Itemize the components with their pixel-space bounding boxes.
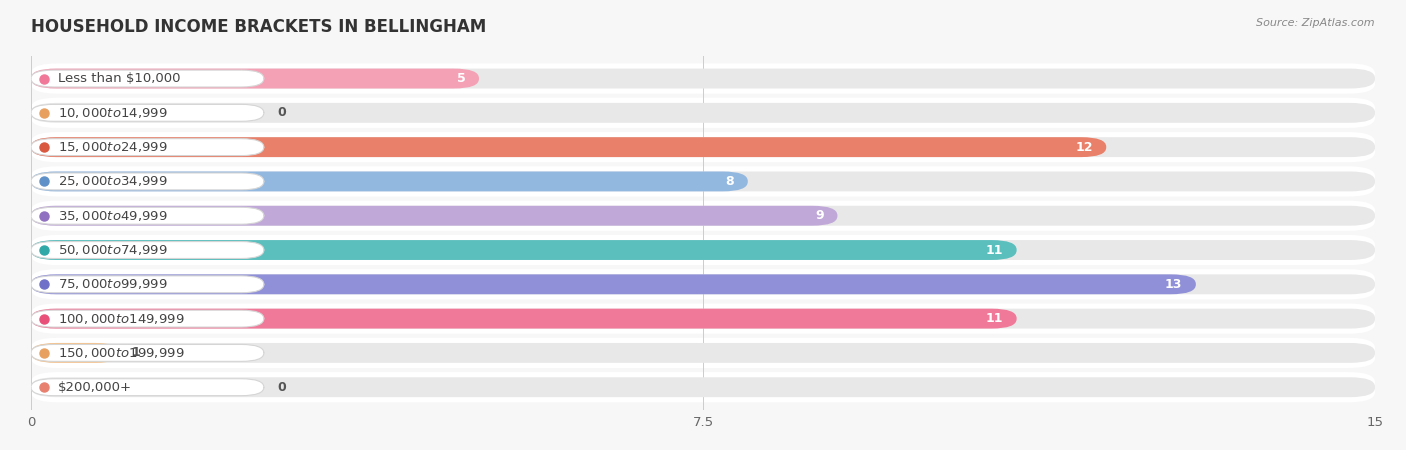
FancyBboxPatch shape [31,240,1375,260]
FancyBboxPatch shape [31,274,1197,294]
Text: $15,000 to $24,999: $15,000 to $24,999 [58,140,167,154]
Text: 5: 5 [457,72,465,85]
Text: Source: ZipAtlas.com: Source: ZipAtlas.com [1257,18,1375,28]
FancyBboxPatch shape [31,70,264,87]
FancyBboxPatch shape [31,171,748,191]
FancyBboxPatch shape [31,338,1375,368]
Text: $25,000 to $34,999: $25,000 to $34,999 [58,175,167,189]
Text: 12: 12 [1076,141,1092,153]
FancyBboxPatch shape [31,310,264,327]
FancyBboxPatch shape [31,137,1107,157]
Text: 13: 13 [1166,278,1182,291]
FancyBboxPatch shape [31,304,1375,334]
Text: 0: 0 [277,106,285,119]
FancyBboxPatch shape [31,206,1375,225]
FancyBboxPatch shape [31,201,1375,231]
FancyBboxPatch shape [31,344,264,361]
Text: $10,000 to $14,999: $10,000 to $14,999 [58,106,167,120]
FancyBboxPatch shape [31,235,1375,265]
Text: 0: 0 [277,381,285,394]
FancyBboxPatch shape [31,372,1375,402]
Text: 8: 8 [725,175,734,188]
FancyBboxPatch shape [31,137,1375,157]
Text: $150,000 to $199,999: $150,000 to $199,999 [58,346,184,360]
FancyBboxPatch shape [31,132,1375,162]
FancyBboxPatch shape [31,274,1375,294]
Text: 11: 11 [986,312,1004,325]
Text: $200,000+: $200,000+ [58,381,132,394]
FancyBboxPatch shape [31,309,1375,328]
FancyBboxPatch shape [31,103,1375,123]
FancyBboxPatch shape [31,379,264,396]
Text: $35,000 to $49,999: $35,000 to $49,999 [58,209,167,223]
FancyBboxPatch shape [31,173,264,190]
FancyBboxPatch shape [31,171,1375,191]
FancyBboxPatch shape [31,104,264,122]
FancyBboxPatch shape [31,206,838,225]
FancyBboxPatch shape [31,240,1017,260]
FancyBboxPatch shape [31,98,1375,128]
Text: $50,000 to $74,999: $50,000 to $74,999 [58,243,167,257]
Text: 1: 1 [131,346,141,360]
FancyBboxPatch shape [31,276,264,293]
FancyBboxPatch shape [31,377,1375,397]
Text: $100,000 to $149,999: $100,000 to $149,999 [58,311,184,326]
FancyBboxPatch shape [31,343,1375,363]
Text: Less than $10,000: Less than $10,000 [58,72,180,85]
Text: 11: 11 [986,243,1004,256]
Text: 9: 9 [815,209,824,222]
FancyBboxPatch shape [31,309,1017,328]
FancyBboxPatch shape [31,139,264,156]
FancyBboxPatch shape [31,343,121,363]
FancyBboxPatch shape [31,242,264,258]
FancyBboxPatch shape [31,68,1375,89]
FancyBboxPatch shape [31,166,1375,197]
FancyBboxPatch shape [31,269,1375,299]
FancyBboxPatch shape [31,63,1375,94]
Text: $75,000 to $99,999: $75,000 to $99,999 [58,277,167,291]
Text: HOUSEHOLD INCOME BRACKETS IN BELLINGHAM: HOUSEHOLD INCOME BRACKETS IN BELLINGHAM [31,18,486,36]
FancyBboxPatch shape [31,207,264,224]
FancyBboxPatch shape [31,68,479,89]
